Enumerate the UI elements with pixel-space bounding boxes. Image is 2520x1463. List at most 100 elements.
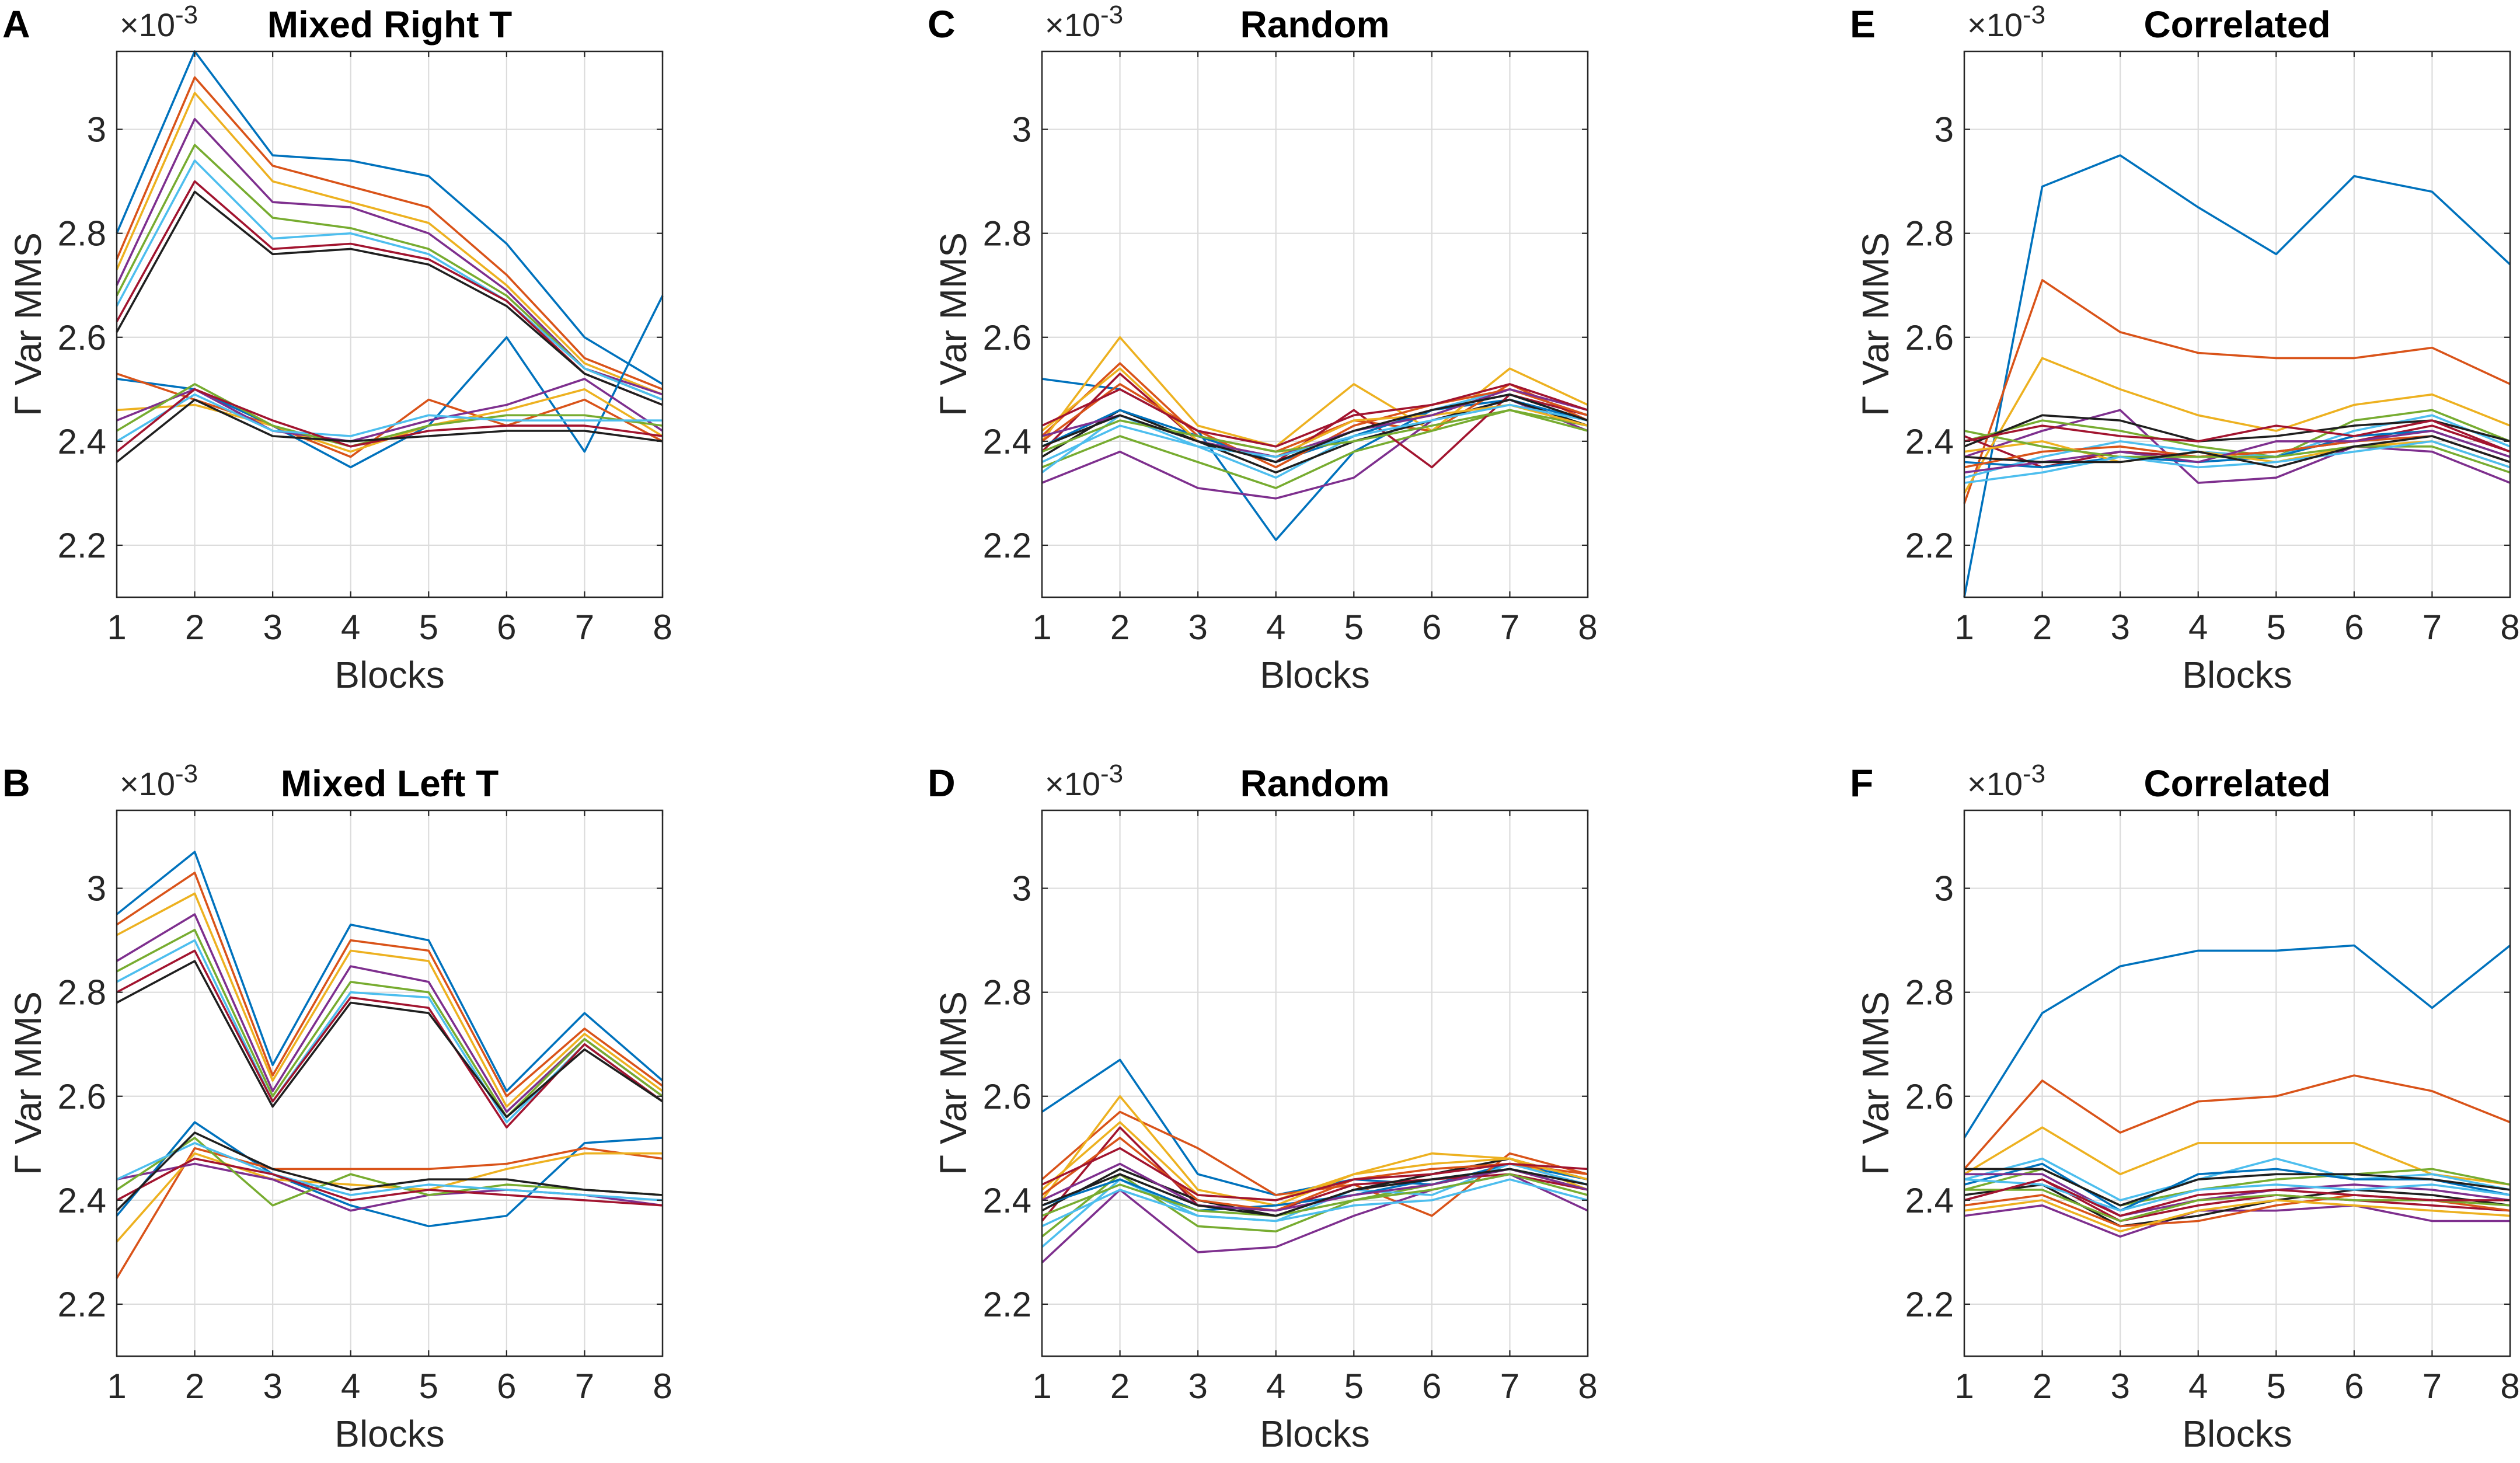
panel-d: 1 2 3 4 5 6 7 8 2.2 2.4 2.6 2.8 3 Blocks Γ Var MMS ×10-… <box>928 760 1598 1455</box>
y-tick-label: 2.8 <box>1905 214 1954 253</box>
axis-frame <box>116 809 664 1357</box>
x-tick-label: 8 <box>653 608 672 647</box>
series-line-s11 <box>116 1152 663 1243</box>
y-tick-label: 2.2 <box>58 1285 106 1324</box>
series-line-s4 <box>1964 1204 2510 1238</box>
y-tick-label: 2.4 <box>1905 1181 1954 1220</box>
series-line-s10 <box>116 372 663 458</box>
axis-frame <box>116 50 664 598</box>
axis-exponent: ×10-3 <box>1967 760 2045 802</box>
x-tick-label: 1 <box>107 1367 126 1406</box>
y-tick-label: 3 <box>1935 110 1954 149</box>
exponent-base: ×10 <box>1045 765 1100 802</box>
x-tick-label: 5 <box>2267 1367 2286 1406</box>
series-line-s15 <box>1964 1178 2510 1217</box>
series-line-s1 <box>116 50 663 385</box>
axis-frame <box>1963 50 2511 598</box>
series-line-s8 <box>116 960 663 1119</box>
series-line-s12 <box>1964 1173 2511 1217</box>
panel-title: Mixed Left T <box>281 762 499 804</box>
series-line-s14 <box>116 393 663 443</box>
x-tick-label: 6 <box>2344 608 2364 647</box>
x-axis-label: Blocks <box>2182 1413 2292 1455</box>
series-line-s10 <box>116 1147 663 1279</box>
x-tick-label: 5 <box>1344 608 1364 647</box>
axis-exponent: ×10-3 <box>1045 760 1123 802</box>
y-tick-label: 3 <box>1012 869 1031 908</box>
panel-title: Random <box>1240 4 1390 46</box>
series-line-s16 <box>116 1131 663 1211</box>
series-line-s14 <box>1964 440 2511 484</box>
exponent-power: -3 <box>1100 1 1123 29</box>
y-tick-label: 2.4 <box>983 1181 1031 1220</box>
series-line-s13 <box>1964 430 2511 474</box>
y-tick-label: 2.2 <box>1905 1285 1954 1324</box>
exponent-base: ×10 <box>1967 6 2023 43</box>
x-tick-label: 1 <box>1954 1367 1974 1406</box>
y-tick-label: 2.6 <box>58 1077 106 1116</box>
x-tick-label: 2 <box>185 608 204 647</box>
x-tick-label: 8 <box>1578 1367 1597 1406</box>
series-line-s2 <box>116 76 663 391</box>
series-line-s11 <box>1964 1199 2511 1233</box>
x-tick-label: 4 <box>1266 1367 1285 1406</box>
panel-title: Random <box>1240 762 1390 804</box>
series-line-s13 <box>116 383 663 448</box>
y-tick-label: 2.8 <box>1905 973 1954 1012</box>
x-tick-label: 6 <box>497 1367 516 1406</box>
x-tick-label: 5 <box>1344 1367 1364 1406</box>
y-axis-label: Γ Var MMS <box>932 991 974 1175</box>
x-tick-label: 8 <box>653 1367 672 1406</box>
y-tick-label: 2.4 <box>58 422 106 461</box>
y-tick-label: 2.6 <box>983 318 1031 357</box>
panel-title: Mixed Right T <box>267 4 513 46</box>
series-line-s1 <box>1963 944 2511 1138</box>
axis-frame <box>1963 809 2511 1357</box>
x-tick-label: 5 <box>419 1367 438 1406</box>
series-line-s16 <box>1964 1168 2511 1207</box>
x-tick-label: 4 <box>2188 1367 2208 1406</box>
series-line-s14 <box>1964 1178 2511 1212</box>
series-line-s6 <box>1964 1157 2511 1201</box>
plot-area <box>117 810 663 1356</box>
y-tick-label: 2.4 <box>58 1181 106 1220</box>
series-line-s14 <box>116 1142 663 1201</box>
series-line-s2 <box>1963 1074 2511 1170</box>
series-line-s7 <box>116 949 664 1128</box>
exponent-power: -3 <box>2023 760 2045 788</box>
x-tick-label: 5 <box>419 608 438 647</box>
exponent-base: ×10 <box>120 6 175 43</box>
series-line-s3 <box>116 892 664 1108</box>
axis-exponent: ×10-3 <box>120 760 198 802</box>
y-axis-label: Γ Var MMS <box>1855 991 1897 1175</box>
series-line-s15 <box>1041 1147 1588 1201</box>
x-tick-label: 4 <box>341 1367 360 1406</box>
x-tick-label: 1 <box>107 608 126 647</box>
y-tick-label: 2.8 <box>58 973 106 1012</box>
x-tick-label: 7 <box>575 1367 594 1406</box>
series-line-s3 <box>1963 357 2511 494</box>
panel-letter: D <box>928 761 956 804</box>
series-line-s14 <box>1041 1178 1588 1228</box>
x-axis-label: Blocks <box>334 1413 445 1455</box>
plot-area <box>1964 810 2510 1356</box>
plot-area <box>117 51 663 597</box>
series-line-s15 <box>1041 383 1588 448</box>
x-axis-label: Blocks <box>1260 654 1370 696</box>
x-axis-label: Blocks <box>2182 654 2292 696</box>
y-tick-label: 3 <box>1012 110 1031 149</box>
panel-letter: C <box>928 2 956 46</box>
series-line-s15 <box>1964 419 2511 453</box>
x-tick-label: 6 <box>2344 1367 2364 1406</box>
panel-letter: F <box>1850 761 1873 804</box>
exponent-power: -3 <box>1100 760 1123 788</box>
panel-letter: B <box>2 761 30 804</box>
series-line-s2 <box>1963 278 2511 504</box>
panel-c: 1 2 3 4 5 6 7 8 2.2 2.4 2.6 2.8 3 Blocks Γ Var MMS ×10-… <box>928 1 1598 696</box>
x-tick-label: 1 <box>1032 608 1051 647</box>
y-tick-label: 3 <box>1935 869 1954 908</box>
panel-title: Correlated <box>2143 4 2330 46</box>
y-tick-label: 3 <box>87 869 106 908</box>
series-line-s16 <box>116 398 663 463</box>
y-tick-label: 2.6 <box>58 318 106 357</box>
